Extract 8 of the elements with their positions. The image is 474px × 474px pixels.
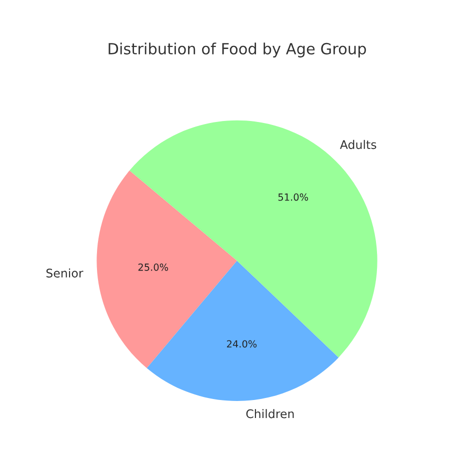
- slice-label: Adults: [340, 140, 376, 150]
- chart-title: Distribution of Food by Age Group: [108, 42, 366, 58]
- slice-label: Senior: [46, 268, 84, 278]
- slice-label: Children: [246, 409, 294, 418]
- data-label: 24.0%: [226, 340, 257, 348]
- pie-slice: [130, 120, 378, 358]
- data-label: 51.0%: [278, 193, 308, 201]
- data-label: 25.0%: [138, 264, 168, 271]
